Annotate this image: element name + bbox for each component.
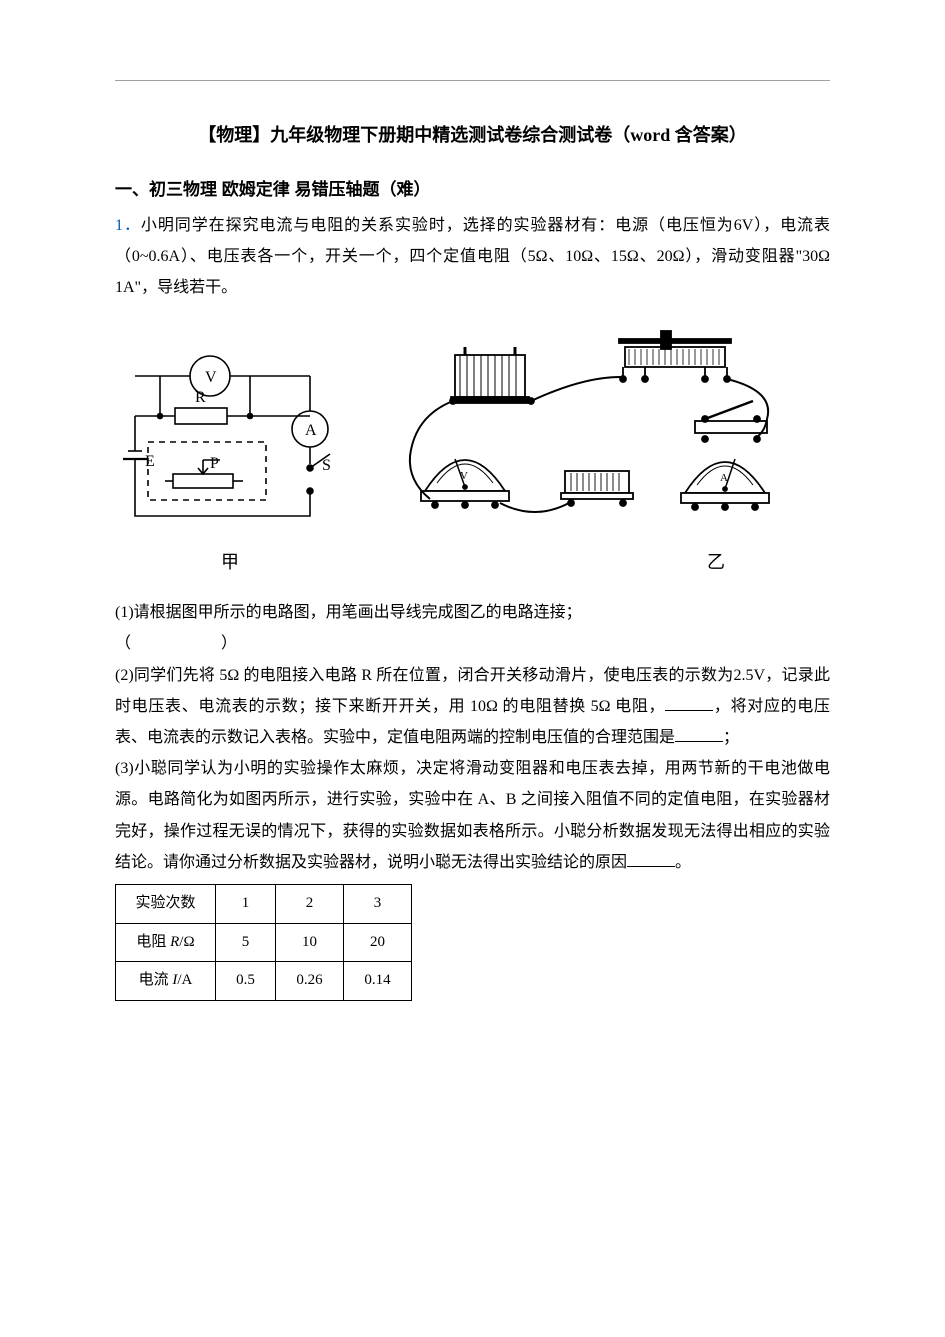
table-row: 实验次数 1 2 3	[116, 884, 412, 923]
label-a: A	[305, 422, 317, 439]
q1-p3b: 。	[675, 854, 691, 871]
label-p: P	[210, 455, 219, 472]
r1c1: 5	[216, 923, 276, 962]
blank-paren	[131, 628, 221, 659]
q1-part2: (2)同学们先将 5Ω 的电阻接入电路 R 所在位置，闭合开关移动滑片，使电压表…	[115, 660, 830, 754]
figure-jia: V A R S E P 甲	[115, 346, 345, 579]
label-r: R	[195, 389, 206, 406]
q1-part3: (3)小聪同学认为小明的实验操作太麻烦，决定将滑动变阻器和电压表去掉，用两节新的…	[115, 753, 830, 878]
q1-part1-blank: （ ）	[115, 628, 830, 659]
th-3: 3	[344, 884, 412, 923]
top-rule	[115, 80, 830, 81]
paren-open: （	[115, 635, 131, 652]
question-intro-text: 小明同学在探究电流与电阻的关系实验时，选择的实验器材有：电源（电压恒为6V），电…	[115, 217, 830, 296]
page-title: 【物理】九年级物理下册期中精选测试卷综合测试卷（word 含答案）	[115, 119, 830, 152]
circuit-yi-svg: V	[375, 321, 795, 531]
blank-3	[627, 851, 675, 867]
th-1: 1	[216, 884, 276, 923]
th-2: 2	[276, 884, 344, 923]
blank-2b	[675, 726, 723, 742]
r1c0: 电阻 R/Ω	[116, 923, 216, 962]
th-0: 实验次数	[116, 884, 216, 923]
blank-2a	[665, 695, 713, 711]
question-intro: 1．小明同学在探究电流与电阻的关系实验时，选择的实验器材有：电源（电压恒为6V）…	[115, 210, 830, 304]
r1c2: 10	[276, 923, 344, 962]
label-v: V	[205, 369, 217, 386]
r2c0: 电流 I/A	[116, 962, 216, 1001]
figure-row: V A R S E P 甲	[115, 321, 830, 579]
r2c1: 0.5	[216, 962, 276, 1001]
figure-yi: V	[375, 321, 795, 579]
svg-text:A: A	[720, 472, 728, 484]
q1-p2c: ；	[723, 729, 739, 746]
r2c3: 0.14	[344, 962, 412, 1001]
q1-part1: (1)请根据图甲所示的电路图，用笔画出导线完成图乙的电路连接；	[115, 597, 830, 628]
section-heading: 一、初三物理 欧姆定律 易错压轴题（难）	[115, 174, 830, 205]
table-row: 电阻 R/Ω 5 10 20	[116, 923, 412, 962]
figure-yi-label: 乙	[375, 546, 795, 579]
data-table: 实验次数 1 2 3 电阻 R/Ω 5 10 20 电流 I/A 0.5 0.2…	[115, 884, 412, 1001]
question-number: 1．	[115, 217, 141, 234]
label-e: E	[145, 453, 155, 470]
q1-p1-text: (1)请根据图甲所示的电路图，用笔画出导线完成图乙的电路连接；	[115, 604, 582, 621]
r1c3: 20	[344, 923, 412, 962]
table-row: 电流 I/A 0.5 0.26 0.14	[116, 962, 412, 1001]
circuit-jia-svg: V A R S E P	[115, 346, 345, 531]
svg-text:V: V	[460, 470, 468, 482]
label-s: S	[322, 457, 331, 474]
q1-p3a: (3)小聪同学认为小明的实验操作太麻烦，决定将滑动变阻器和电压表去掉，用两节新的…	[115, 760, 830, 871]
figure-jia-label: 甲	[115, 546, 345, 579]
r2c2: 0.26	[276, 962, 344, 1001]
paren-close: ）	[221, 635, 237, 652]
